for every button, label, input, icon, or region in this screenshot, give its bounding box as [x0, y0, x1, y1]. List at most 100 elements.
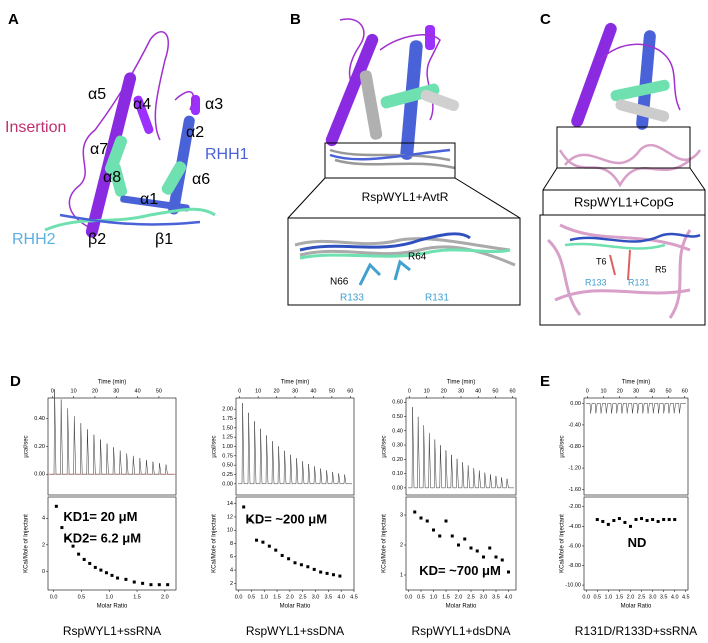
tick-label: -1.20	[568, 466, 581, 472]
data-point	[425, 519, 429, 523]
data-point	[77, 552, 81, 556]
data-point	[595, 518, 599, 522]
data-point	[617, 517, 621, 521]
thermogram	[586, 403, 686, 414]
axis-title: Time (min)	[98, 380, 126, 386]
data-point	[132, 580, 136, 584]
tick-label: -8.00	[568, 563, 581, 569]
tick-label: -10.00	[565, 583, 581, 589]
plot-frame	[405, 397, 517, 496]
tick-label: 6	[230, 554, 233, 560]
data-point	[438, 534, 442, 538]
tick-label: 10	[255, 388, 261, 394]
tick-label: 60	[682, 388, 688, 394]
data-point	[88, 561, 92, 565]
tick-label: 4.5	[350, 594, 358, 600]
structure-label: R64	[408, 252, 427, 263]
tick-label: -6.00	[568, 543, 581, 549]
tick-label: 2	[230, 581, 233, 587]
tick-label: 3.0	[480, 594, 488, 600]
tick-label: 2.0	[161, 594, 169, 600]
structure-label: R131	[425, 293, 449, 304]
tick-label: 0.50	[392, 414, 403, 420]
data-point	[104, 571, 108, 575]
plot-frame	[47, 496, 177, 591]
axis-title: Molar Ratio	[280, 604, 311, 610]
tick-label: 4.5	[682, 594, 690, 600]
tick-label: 20	[92, 388, 98, 394]
tick-label: 0.0	[50, 594, 58, 600]
tick-label: 0.00	[392, 485, 403, 491]
tick-label: 0.25	[222, 472, 233, 478]
structure-a	[44, 31, 216, 238]
data-point	[293, 561, 297, 565]
data-point	[60, 526, 64, 530]
tick-label: -1.60	[568, 487, 581, 493]
tick-label: 3.0	[312, 594, 320, 600]
tick-label: 10	[424, 388, 430, 394]
axis-title: µcal/sec	[560, 435, 566, 457]
tick-label: 50	[156, 388, 162, 394]
tick-label: 20	[441, 388, 447, 394]
data-point	[500, 558, 504, 562]
structure-b	[287, 18, 521, 306]
tick-label: 0	[238, 388, 241, 394]
axis-title: Molar Ratio	[621, 604, 652, 610]
tick-label: 30	[113, 388, 119, 394]
tick-label: -4.00	[568, 524, 581, 530]
tick-label: 0.00	[222, 481, 233, 487]
data-point	[612, 518, 616, 522]
tick-label: 0.0	[405, 594, 413, 600]
tick-label: 12	[227, 514, 233, 520]
tick-label: -0.80	[568, 444, 581, 450]
structure-label: RHH2	[12, 231, 56, 248]
tick-label: 0.20	[392, 457, 403, 463]
data-point	[419, 516, 423, 520]
tick-label: 0.5	[417, 594, 425, 600]
data-point	[331, 573, 335, 577]
tick-label: 0.40	[34, 416, 45, 422]
tick-label: 4.0	[337, 594, 345, 600]
axis-title: KCal/Mole of Injectant	[24, 514, 30, 573]
structure-label: α7	[90, 141, 108, 158]
data-point	[255, 538, 259, 542]
tick-label: 2	[42, 542, 45, 548]
axis-title: Time (min)	[622, 380, 650, 386]
tick-label: 1	[400, 572, 403, 578]
tick-label: 0.30	[392, 443, 403, 449]
tick-label: 2	[400, 542, 403, 548]
tick-label: 3.0	[649, 594, 657, 600]
panel-caption: RspWYL1+AvtR	[362, 190, 449, 204]
data-point	[662, 518, 666, 522]
tick-label: 0.00	[34, 472, 45, 478]
data-point	[463, 537, 467, 541]
tick-label: 60	[347, 388, 353, 394]
data-point	[469, 546, 473, 550]
data-point	[601, 519, 605, 523]
tick-label: 1.0	[105, 594, 113, 600]
data-point	[99, 568, 103, 572]
axis-title: µcal/sec	[24, 435, 30, 457]
structure-label: α1	[140, 191, 158, 208]
tick-label: 4	[42, 516, 45, 522]
axis-title: Time (min)	[281, 380, 309, 386]
structure-label: R133	[340, 293, 364, 304]
tick-label: 40	[649, 388, 655, 394]
structure-label: T6	[596, 256, 607, 266]
data-point	[628, 524, 632, 528]
tick-label: 0.75	[222, 453, 233, 459]
data-point	[482, 555, 485, 559]
tick-label: 10	[71, 388, 77, 394]
data-point	[306, 565, 310, 569]
data-point	[413, 510, 417, 514]
tick-label: 3	[400, 512, 403, 518]
plot-caption: R131D/R133D+ssRNA	[575, 624, 697, 638]
tick-label: 50	[665, 388, 671, 394]
data-point	[488, 546, 492, 550]
data-point	[82, 557, 86, 561]
tick-label: 1.5	[616, 594, 624, 600]
data-point	[319, 570, 323, 574]
tick-label: 2.0	[627, 594, 635, 600]
data-point	[450, 534, 454, 538]
